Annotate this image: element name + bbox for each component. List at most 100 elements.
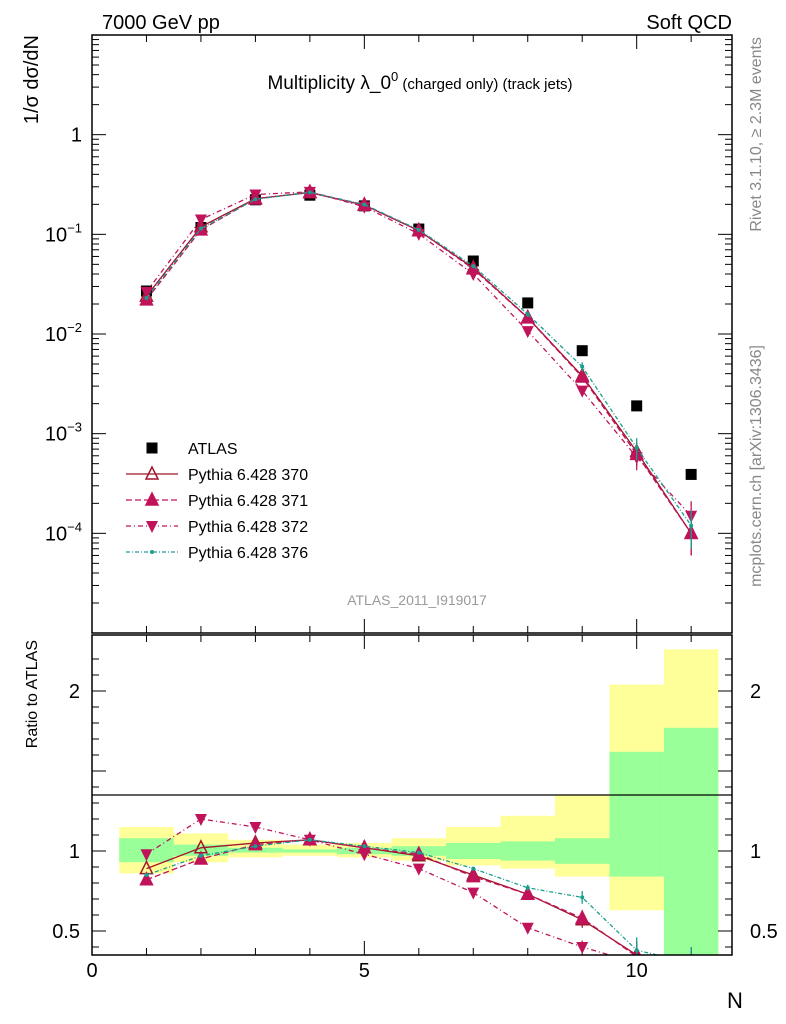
ratio-point	[689, 961, 693, 965]
ratio-point	[520, 885, 535, 900]
data-point	[580, 364, 585, 369]
ratio-point	[685, 964, 697, 976]
data-point	[631, 400, 643, 412]
legend-entry: Pythia 6.428 370	[126, 465, 308, 484]
main-y-tick-labels: 1 10−1 10−2 10−3 10−4	[45, 125, 82, 546]
data-point	[307, 190, 312, 195]
series-pythia-6-428-372	[140, 186, 698, 538]
legend-label: ATLAS	[188, 441, 238, 458]
data-point	[471, 264, 476, 269]
ratio-point	[193, 850, 209, 865]
y-axis-label-main: 1/σ dσ/dN	[21, 35, 43, 124]
data-point	[574, 368, 590, 383]
ratio-point	[412, 863, 425, 876]
ratio-point	[307, 837, 312, 842]
header-energy-label: 7000 GeV pp	[102, 12, 220, 34]
ratio-point	[249, 822, 262, 834]
ratio-point	[685, 958, 697, 970]
series-line	[145, 191, 692, 517]
inner-band-bin	[609, 751, 664, 877]
legend-entry: Pythia 6.428 371	[126, 491, 308, 510]
ratio-point	[466, 867, 481, 883]
data-point	[249, 189, 262, 202]
y-tick-label: 10−3	[45, 420, 82, 446]
ratio-point	[362, 844, 367, 849]
analysis-watermark: ATLAS_2011_I919017	[347, 592, 487, 608]
ratio-point	[139, 871, 154, 886]
data-point	[194, 214, 207, 227]
legend-marker	[144, 465, 160, 480]
y-tick-label: 10−1	[45, 220, 82, 246]
data-point	[522, 297, 534, 309]
y-axis-label-ratio: Ratio to ATLAS	[24, 640, 41, 748]
mcplots-label: mcplots.cern.ch [arXiv:1306.3436]	[748, 345, 765, 587]
legend-label: Pythia 6.428 372	[188, 519, 308, 536]
ratio-point	[525, 885, 530, 890]
inner-band-bin	[663, 727, 719, 955]
main-axis-ticks	[91, 35, 732, 634]
header-category-label: Soft QCD	[646, 12, 732, 34]
ratio-y-tick-label-right: 0.5	[750, 921, 778, 943]
ratio-point	[521, 922, 534, 935]
ratio-uncertainty-bands	[119, 649, 719, 955]
ratio-point	[634, 948, 639, 953]
legend-entry: ATLAS	[146, 441, 238, 458]
ratio-point	[358, 849, 371, 862]
ratio-y-tick-label: 2	[69, 681, 80, 703]
inner-band-bin	[500, 841, 555, 861]
ratio-y-tick-label-right: 1	[750, 841, 761, 863]
main-series-group	[139, 183, 699, 556]
data-point	[525, 312, 530, 317]
legend-label: Pythia 6.428 376	[188, 545, 308, 562]
legend-entry: Pythia 6.428 372	[126, 519, 308, 536]
ratio-series-pythia-6-428-376	[144, 837, 693, 965]
y-tick-label: 10−2	[45, 320, 82, 346]
ratio-point	[253, 844, 258, 849]
data-point	[358, 201, 371, 214]
x-tick-label: 10	[626, 960, 648, 982]
data-point	[144, 295, 149, 300]
legend-marker	[146, 442, 158, 454]
ratio-y-tick-label-right: 2	[750, 681, 761, 703]
ratio-y-tick-label: 0.5	[52, 921, 80, 943]
ratio-point	[685, 964, 697, 976]
inner-band-bin	[446, 843, 501, 859]
data-point	[685, 468, 697, 480]
data-point	[521, 326, 534, 339]
ratio-point	[144, 873, 149, 877]
data-point	[362, 202, 367, 207]
data-point	[140, 286, 153, 299]
data-point	[689, 523, 694, 528]
ratio-point	[574, 909, 590, 924]
ratio-y-tick-label: 1	[69, 841, 80, 863]
ratio-point	[471, 866, 476, 871]
x-tick-labels: 0 5 10	[86, 960, 647, 982]
legend-entry: Pythia 6.428 376	[126, 545, 308, 562]
data-point	[467, 268, 480, 281]
ratio-plot-frame	[91, 634, 733, 956]
ratio-point	[416, 850, 421, 855]
x-tick-label: 0	[86, 960, 97, 982]
legend: ATLAS Pythia 6.428 370 Pythia 6.428 371 Pyt…	[126, 441, 308, 562]
y-tick-label: 1	[71, 125, 82, 147]
legend-label: Pythia 6.428 370	[188, 467, 308, 484]
legend-marker	[150, 550, 154, 554]
ratio-point	[580, 895, 585, 900]
chart-title: Multiplicity λ_00 (charged only) (track …	[267, 69, 572, 94]
rivet-label: Rivet 3.1.10, ≥ 2.3M events	[748, 37, 765, 232]
ratio-point	[198, 853, 203, 858]
ratio-y-tick-labels: 0.5 0.5 1 1 2 2	[52, 681, 778, 943]
ratio-series-pythia-6-428-372	[140, 814, 697, 970]
series-pythia-6-428-376	[144, 190, 694, 549]
x-axis-label: N	[727, 988, 743, 1013]
inner-band-bin	[173, 844, 229, 856]
x-tick-label: 5	[359, 960, 370, 982]
outer-band-bin	[554, 795, 610, 877]
data-point	[198, 226, 203, 231]
main-plot-frame	[91, 34, 733, 634]
y-tick-label: 10−4	[45, 519, 82, 545]
data-point	[576, 385, 589, 398]
legend-marker	[144, 491, 160, 506]
inner-band-bin	[554, 838, 610, 864]
